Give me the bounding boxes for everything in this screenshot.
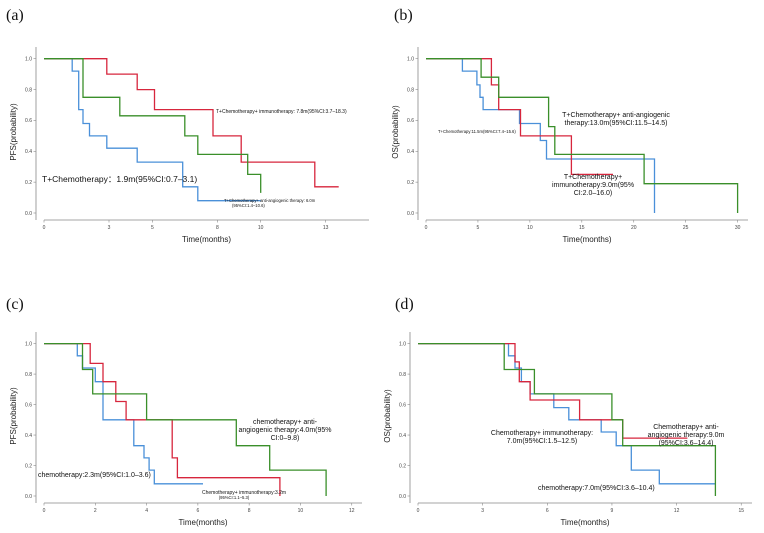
- panel-d-label: (d): [395, 296, 414, 313]
- panel-a-x-tick-label: 8: [216, 225, 219, 231]
- panel-c-y-tick-label: 0.6: [25, 402, 32, 408]
- panel-b-series-green-line: [426, 58, 739, 213]
- panel-c-label: (c): [6, 296, 24, 313]
- panel-a-annotation: (95%CI:1.4–10.6): [232, 203, 265, 208]
- panel-b-y-tick-label: 0.8: [407, 87, 414, 93]
- panel-d-annotation: chemotherapy:7.0m(95%CI:3.6–10.4): [538, 485, 655, 492]
- panel-c-x-axis-title: Time(months): [178, 518, 227, 527]
- panel-a-x-tick-label: 0: [43, 225, 46, 231]
- panel-d-y-axis-title: OS(probability): [383, 389, 392, 443]
- panel-d-x-tick-label: 9: [611, 508, 614, 514]
- panel-a-label: (a): [6, 7, 24, 24]
- panel-a-x-tick-label: 3: [108, 225, 111, 231]
- panel-b-x-tick-label: 25: [683, 225, 689, 231]
- panel-b-annotation: therapy:13.0m(95%CI:11.5–14.5): [565, 120, 668, 127]
- panel-b-x-tick-label: 15: [579, 225, 585, 231]
- panel-a-annotation: T+Chemotherapy+ immunotherapy: 7.8m(95%C…: [216, 109, 347, 115]
- panel-a-series-red-line: [44, 58, 339, 188]
- panel-d-x-axis-title: Time(months): [560, 518, 609, 527]
- panel-c-series-red-line: [44, 342, 281, 496]
- panel-b-x-axis-title: Time(months): [562, 235, 611, 244]
- panel-c-x-tick-label: 8: [248, 508, 251, 514]
- panel-c-series-green-line: [44, 342, 327, 496]
- panel-d-y-tick-label: 0.6: [399, 402, 406, 408]
- panel-d-x-tick-label: 15: [738, 508, 744, 514]
- panel-c-annotation: chemotherapy:2.3m(95%CI:1.0–3.6): [38, 472, 151, 479]
- panel-a-y-tick-label: 1.0: [25, 57, 32, 63]
- panel-b-annotation: T+Chemotherapy+ anti-angiogenic: [562, 112, 670, 119]
- panel-b-x-tick-label: 5: [477, 225, 480, 231]
- panel-b-y-tick-label: 0.6: [407, 118, 414, 124]
- panel-d-annotation: Chemotherapy+ immunotherapy:: [491, 430, 593, 437]
- panel-d-annotation: 7.0m(95%CI:1.5–12.5): [507, 438, 577, 445]
- panel-c-x-tick-label: 6: [196, 508, 199, 514]
- panel-c-annotation: angiogenic therapy:4.0m(95%: [238, 427, 331, 434]
- panel-c-y-tick-label: 0.8: [25, 372, 32, 378]
- panel-c-x-tick-label: 4: [145, 508, 148, 514]
- panel-d-series-blue-line: [418, 342, 716, 485]
- panel-d-series-green-line: [418, 342, 717, 496]
- panel-a-y-tick-label: 0.4: [25, 149, 32, 155]
- panel-a-annotation: T+Chemotherapy：1.9m(95%CI:0.7–3.1): [42, 174, 197, 184]
- panel-a-y-tick-label: 0.2: [25, 180, 32, 186]
- panel-d-x-tick-label: 0: [417, 508, 420, 514]
- panel-c-annotation: chemotherapy+ anti-: [253, 419, 318, 426]
- panel-d-y-tick-label: 0.0: [399, 494, 406, 500]
- panel-c-annotation: CI:0–9.8): [271, 435, 300, 442]
- panel-b-x-tick-label: 0: [425, 225, 428, 231]
- panel-b-y-tick-label: 0.2: [407, 180, 414, 186]
- panel-a-series-blue-line: [44, 58, 261, 202]
- panel-d-annotation: (95%CI:3.6–14.4): [659, 440, 714, 447]
- panel-a-y-tick-label: 0.8: [25, 87, 32, 93]
- panel-b-annotation: immunotherapy:9.0m(95%: [552, 182, 634, 189]
- panel-b-annotation: T+Chemotherapy+: [564, 174, 622, 181]
- panel-d-y-tick-label: 0.4: [399, 433, 406, 439]
- panel-c-y-tick-label: 0.0: [25, 494, 32, 500]
- panel-c-x-tick-label: 12: [349, 508, 355, 514]
- panel-b-y-tick-label: 1.0: [407, 57, 414, 63]
- panel-a-x-tick-label: 5: [151, 225, 154, 231]
- panel-d-series-red-line: [418, 342, 688, 439]
- panel-b-series-blue-line: [426, 58, 656, 213]
- panel-a-y-axis-title: PFS(probability): [9, 103, 18, 161]
- panel-c-y-tick-label: 0.2: [25, 463, 32, 469]
- panel-d-y-tick-label: 0.8: [399, 372, 406, 378]
- panel-c-x-tick-label: 0: [43, 508, 46, 514]
- panel-c-x-tick-label: 2: [94, 508, 97, 514]
- panel-d-x-tick-label: 6: [546, 508, 549, 514]
- panel-a-x-axis-title: Time(months): [182, 235, 231, 244]
- panel-b-x-tick-label: 30: [735, 225, 741, 231]
- panel-c-x-tick-label: 10: [298, 508, 304, 514]
- panel-c-y-tick-label: 1.0: [25, 341, 32, 347]
- panel-b-annotation: T+Chemotherapy:11.5m(95%CI:7.4–15.6): [438, 129, 516, 134]
- panel-c-annotation: Chemotherapy+ immunotherapy:3.2m: [202, 490, 286, 496]
- panel-a-series-green-line: [44, 58, 262, 193]
- panel-d-annotation: Chemotherapy+ anti-: [653, 424, 719, 431]
- panel-c-series-blue-line: [44, 342, 203, 485]
- panel-d-x-tick-label: 3: [481, 508, 484, 514]
- panel-d-y-tick-label: 0.2: [399, 463, 406, 469]
- panel-a-x-tick-label: 10: [258, 225, 264, 231]
- panel-d-x-tick-label: 12: [674, 508, 680, 514]
- panel-b-x-tick-label: 20: [631, 225, 637, 231]
- panel-a-annotation: T+Chemotherapy+ anti-angiogenic therapy:…: [224, 198, 316, 203]
- panel-b-label: (b): [394, 7, 413, 24]
- panel-d-y-tick-label: 1.0: [399, 341, 406, 347]
- panel-b-y-tick-label: 0.0: [407, 211, 414, 217]
- panel-b-y-tick-label: 0.4: [407, 149, 414, 155]
- panel-c-annotation: (95%CI:1.1–5.3): [219, 495, 250, 500]
- panel-b-y-axis-title: OS(probability): [391, 105, 400, 159]
- panel-b-annotation: CI:2.0–16.0): [574, 190, 613, 197]
- panel-c-y-tick-label: 0.4: [25, 433, 32, 439]
- panel-a-x-tick-label: 13: [323, 225, 329, 231]
- panel-c-y-axis-title: PFS(probability): [9, 387, 18, 445]
- panel-d-annotation: angiogenic therapy:9.0m: [648, 432, 725, 439]
- panel-a-y-tick-label: 0.6: [25, 118, 32, 124]
- panel-b-x-tick-label: 10: [527, 225, 533, 231]
- panel-b-series-red-line: [426, 58, 613, 176]
- panel-a-y-tick-label: 0.0: [25, 211, 32, 217]
